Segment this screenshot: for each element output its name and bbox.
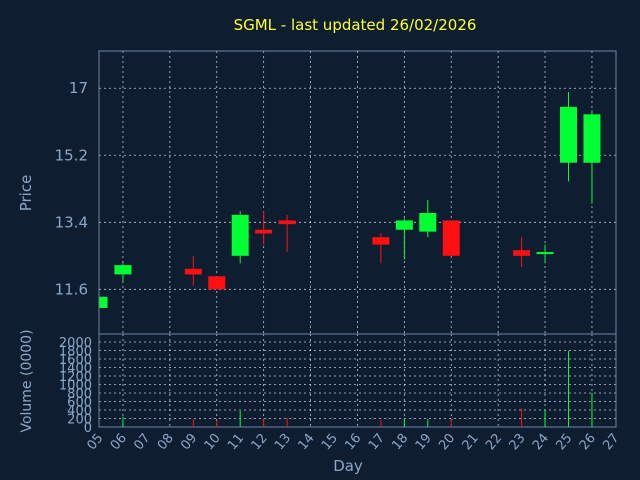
x-tick-label: 14 [295, 431, 317, 453]
x-tick-label: 21 [460, 431, 482, 453]
candle-body [231, 214, 249, 256]
x-tick-label: 17 [366, 431, 388, 453]
volume-y-tick-label: 1400 [59, 362, 92, 377]
volume-y-tick-label: 1000 [59, 379, 92, 394]
x-tick-label: 19 [413, 431, 435, 453]
price-y-tick-label: 15.2 [55, 146, 88, 164]
volume-y-tick-label: 1200 [59, 370, 92, 385]
candle-up [231, 211, 249, 264]
price-y-tick-label: 13.4 [55, 213, 88, 231]
volume-y-tick-label: 1800 [59, 345, 92, 360]
x-tick-label: 27 [600, 431, 622, 453]
volume-plot-frame [98, 333, 617, 428]
candle-up [536, 244, 554, 264]
candle-body [419, 212, 437, 232]
candle-body [99, 296, 108, 308]
x-tick-label: 15 [319, 431, 341, 453]
volume-y-tick-label: 800 [67, 387, 92, 402]
x-tick-label: 06 [108, 431, 130, 453]
x-tick-label: 16 [342, 431, 364, 453]
price-y-tick-label: 11.6 [55, 280, 88, 298]
x-tick-label: 18 [389, 431, 411, 453]
x-tick-label: 12 [249, 431, 271, 453]
x-tick-label: 10 [202, 431, 224, 453]
x-ticks: 05 06 07 08 09 10 11 12 13 14 15 16 17 18 19 20 21 22 23 24… [84, 431, 622, 453]
candle-body [560, 106, 577, 163]
candle-body [442, 220, 460, 256]
candle-down [372, 233, 390, 264]
x-tick-label: 11 [225, 431, 247, 453]
x-tick-label: 24 [530, 431, 552, 453]
x-tick-label: 26 [577, 431, 599, 453]
candle-up [560, 91, 577, 182]
price-y-ticks: 17 15.2 13.4 11.6 [55, 79, 88, 298]
candles [99, 91, 601, 308]
candle-up [419, 199, 437, 238]
candle-body [184, 268, 202, 275]
volume-axis-label: Volume (0000) [19, 329, 35, 432]
candle-body [513, 250, 531, 256]
volume-y-tick-label: 1600 [59, 353, 92, 368]
candle-down [278, 214, 296, 253]
price-grid [99, 51, 616, 334]
price-y-tick-label: 17 [69, 79, 88, 97]
chart-title: SGML - last updated 26/02/2026 [234, 16, 477, 34]
x-tick-label: 25 [553, 431, 575, 453]
volume-y-tick-label: 600 [67, 396, 92, 411]
price-axis-label: Price [17, 175, 35, 212]
candle-up [99, 296, 108, 308]
candle-body [536, 252, 554, 255]
candle-up [583, 110, 601, 204]
volume-bars [122, 350, 593, 427]
candle-body [372, 237, 390, 245]
candle-down [208, 276, 226, 290]
candle-down [513, 237, 531, 267]
x-tick-label: 09 [178, 431, 200, 453]
x-tick-label: 07 [131, 431, 153, 453]
x-tick-label: 08 [155, 431, 177, 453]
candle-down [255, 211, 273, 245]
volume-y-tick-label: 0 [84, 421, 92, 436]
candle-down [442, 220, 460, 256]
x-tick-label: 20 [436, 431, 458, 453]
candle-down [184, 255, 202, 286]
candle-body [583, 114, 601, 163]
volume-grid [99, 334, 616, 427]
candle-up [114, 263, 132, 282]
x-tick-label: 23 [507, 431, 529, 453]
candle-up [395, 218, 413, 260]
candle-body [114, 265, 132, 275]
volume-y-tick-label: 200 [67, 413, 92, 428]
volume-y-tick-label: 2000 [59, 336, 92, 351]
candle-body [208, 276, 226, 290]
candle-body [255, 229, 273, 234]
candle-body [278, 220, 296, 225]
candle-body [395, 220, 413, 230]
volume-y-tick-label: 400 [67, 404, 92, 419]
x-tick-label: 13 [272, 431, 294, 453]
x-tick-label: 22 [483, 431, 505, 453]
x-axis-label: Day [333, 457, 363, 475]
